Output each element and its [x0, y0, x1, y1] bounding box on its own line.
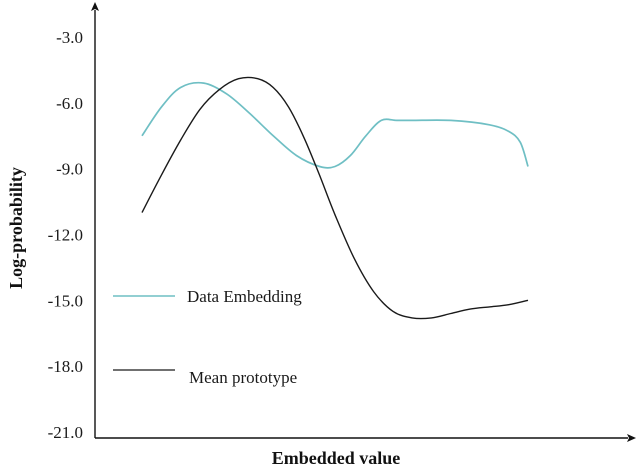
y-tick-label: -3.0 [56, 28, 83, 47]
x-axis-title: Embedded value [272, 448, 401, 468]
y-tick-label: -15.0 [48, 291, 83, 310]
y-axis-title: Log-probability [6, 167, 26, 289]
legend-label-data-embedding: Data Embedding [187, 287, 302, 306]
y-tick-label: -21.0 [48, 423, 83, 442]
y-tick-label: -6.0 [56, 94, 83, 113]
series-line-mean-prototype [141, 76, 529, 320]
series-lines [141, 76, 529, 320]
legend-label-mean-prototype: Mean prototype [189, 368, 297, 387]
axes [91, 2, 636, 442]
y-tick-label: -12.0 [48, 226, 83, 245]
y-tick-label: -9.0 [56, 160, 83, 179]
series-line-data-embedding [141, 81, 529, 169]
y-ticks: -3.0 -6.0 -9.0 -12.0 -15.0 -18.0 -21.0 [48, 28, 83, 442]
y-tick-label: -18.0 [48, 357, 83, 376]
legend: Data Embedding Mean prototype [113, 287, 302, 387]
